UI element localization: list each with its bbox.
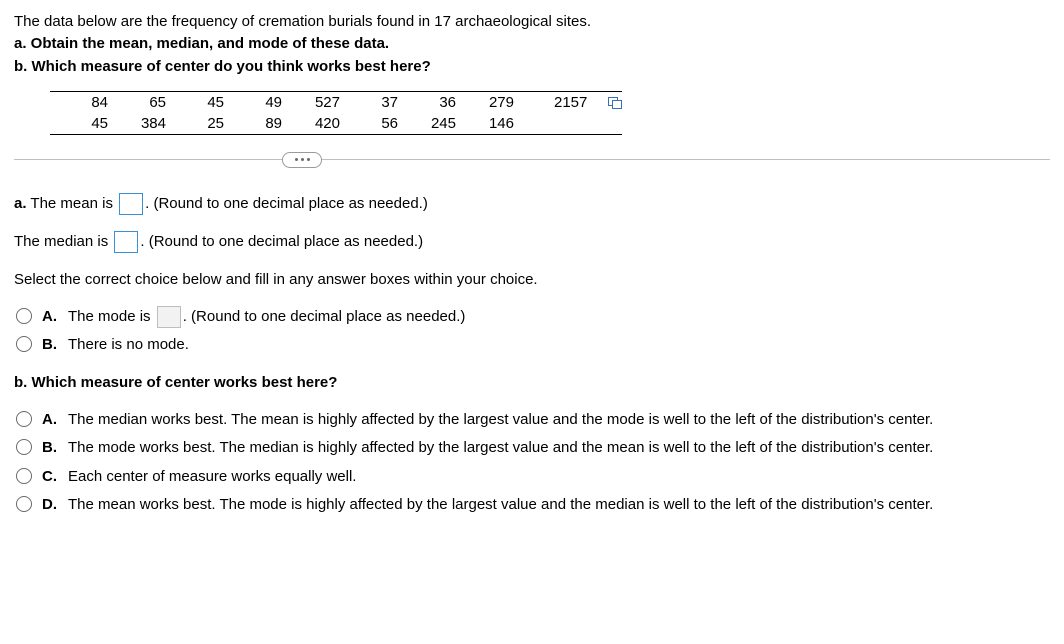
part-b-label: b. Which measure of center do you think … <box>14 58 431 75</box>
mean-input[interactable] <box>119 193 143 215</box>
table-row: 45 384 25 89 420 56 245 146 <box>50 113 622 135</box>
section-divider <box>14 159 1050 160</box>
part-b-option-b[interactable]: B. The mode works best. The median is hi… <box>14 437 1050 460</box>
mean-hint: . (Round to one decimal place as needed.… <box>145 195 428 212</box>
mode-a-before: The mode is <box>68 308 151 325</box>
radio-icon[interactable] <box>16 336 32 352</box>
option-label: A. <box>42 409 62 432</box>
table-cell: 36 <box>398 91 456 113</box>
radio-icon[interactable] <box>16 468 32 484</box>
part-a-prefix: a. <box>14 195 27 212</box>
select-instruction: Select the correct choice below and fill… <box>14 268 1050 292</box>
option-text: The mean works best. The mode is highly … <box>68 494 933 517</box>
table-cell: 279 <box>456 91 514 113</box>
option-text: The mode is . (Round to one decimal plac… <box>68 306 465 329</box>
mode-option-a[interactable]: A. The mode is . (Round to one decimal p… <box>14 306 1050 329</box>
outlier-value: 2157 <box>554 94 587 111</box>
table-row: 84 65 45 49 527 37 36 279 2157 <box>50 91 622 113</box>
option-label: D. <box>42 494 62 517</box>
part-b-option-a[interactable]: A. The median works best. The mean is hi… <box>14 409 1050 432</box>
table-cell: 527 <box>282 91 340 113</box>
median-hint: . (Round to one decimal place as needed.… <box>140 233 423 250</box>
radio-icon[interactable] <box>16 411 32 427</box>
table-cell: 384 <box>108 113 166 135</box>
table-cell: 37 <box>340 91 398 113</box>
table-cell: 56 <box>340 113 398 135</box>
table-cell: 89 <box>224 113 282 135</box>
option-label: B. <box>42 437 62 460</box>
table-cell: 146 <box>456 113 514 135</box>
mode-option-b[interactable]: B. There is no mode. <box>14 334 1050 357</box>
table-cell <box>514 113 622 135</box>
option-label: B. <box>42 334 62 357</box>
table-cell: 45 <box>50 113 108 135</box>
option-text: Each center of measure works equally wel… <box>68 466 356 489</box>
question-part-a: a. Obtain the mean, median, and mode of … <box>14 34 1050 54</box>
option-label: C. <box>42 466 62 489</box>
radio-icon[interactable] <box>16 439 32 455</box>
radio-icon[interactable] <box>16 308 32 324</box>
mode-input[interactable] <box>157 306 181 328</box>
answers-section: a. The mean is . (Round to one decimal p… <box>14 192 1050 517</box>
mode-options: A. The mode is . (Round to one decimal p… <box>14 306 1050 357</box>
table-cell: 245 <box>398 113 456 135</box>
table-cell: 65 <box>108 91 166 113</box>
mean-label: The mean is <box>30 195 113 212</box>
question-intro: The data below are the frequency of crem… <box>14 12 1050 32</box>
option-text: There is no mode. <box>68 334 189 357</box>
table-cell: 420 <box>282 113 340 135</box>
mode-a-after: . (Round to one decimal place as needed.… <box>183 308 466 325</box>
table-cell: 49 <box>224 91 282 113</box>
table-cell: 25 <box>166 113 224 135</box>
part-b-heading-text: b. Which measure of center works best he… <box>14 374 337 391</box>
mean-line: a. The mean is . (Round to one decimal p… <box>14 192 1050 216</box>
option-text: The median works best. The mean is highl… <box>68 409 933 432</box>
part-b-options: A. The median works best. The mean is hi… <box>14 409 1050 517</box>
radio-icon[interactable] <box>16 496 32 512</box>
table-cell: 2157 <box>514 91 622 113</box>
copy-icon[interactable] <box>608 97 622 109</box>
question-part-b: b. Which measure of center do you think … <box>14 57 1050 77</box>
expand-pill[interactable] <box>282 152 322 168</box>
median-input[interactable] <box>114 231 138 253</box>
option-label: A. <box>42 306 62 329</box>
option-text: The mode works best. The median is highl… <box>68 437 933 460</box>
table-cell: 45 <box>166 91 224 113</box>
part-b-option-d[interactable]: D. The mean works best. The mode is high… <box>14 494 1050 517</box>
table-cell: 84 <box>50 91 108 113</box>
median-label: The median is <box>14 233 108 250</box>
part-b-option-c[interactable]: C. Each center of measure works equally … <box>14 466 1050 489</box>
data-table-wrap: 84 65 45 49 527 37 36 279 2157 45 384 25… <box>50 91 1050 135</box>
data-table: 84 65 45 49 527 37 36 279 2157 45 384 25… <box>50 91 622 135</box>
median-line: The median is . (Round to one decimal pl… <box>14 230 1050 254</box>
part-b-heading: b. Which measure of center works best he… <box>14 371 1050 395</box>
part-a-label: a. Obtain the mean, median, and mode of … <box>14 35 389 52</box>
question-text: The data below are the frequency of crem… <box>14 12 1050 77</box>
